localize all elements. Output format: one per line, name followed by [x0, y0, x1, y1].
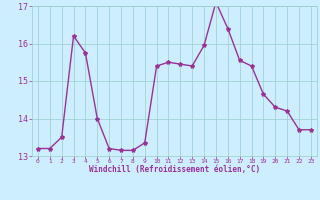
X-axis label: Windchill (Refroidissement éolien,°C): Windchill (Refroidissement éolien,°C): [89, 165, 260, 174]
